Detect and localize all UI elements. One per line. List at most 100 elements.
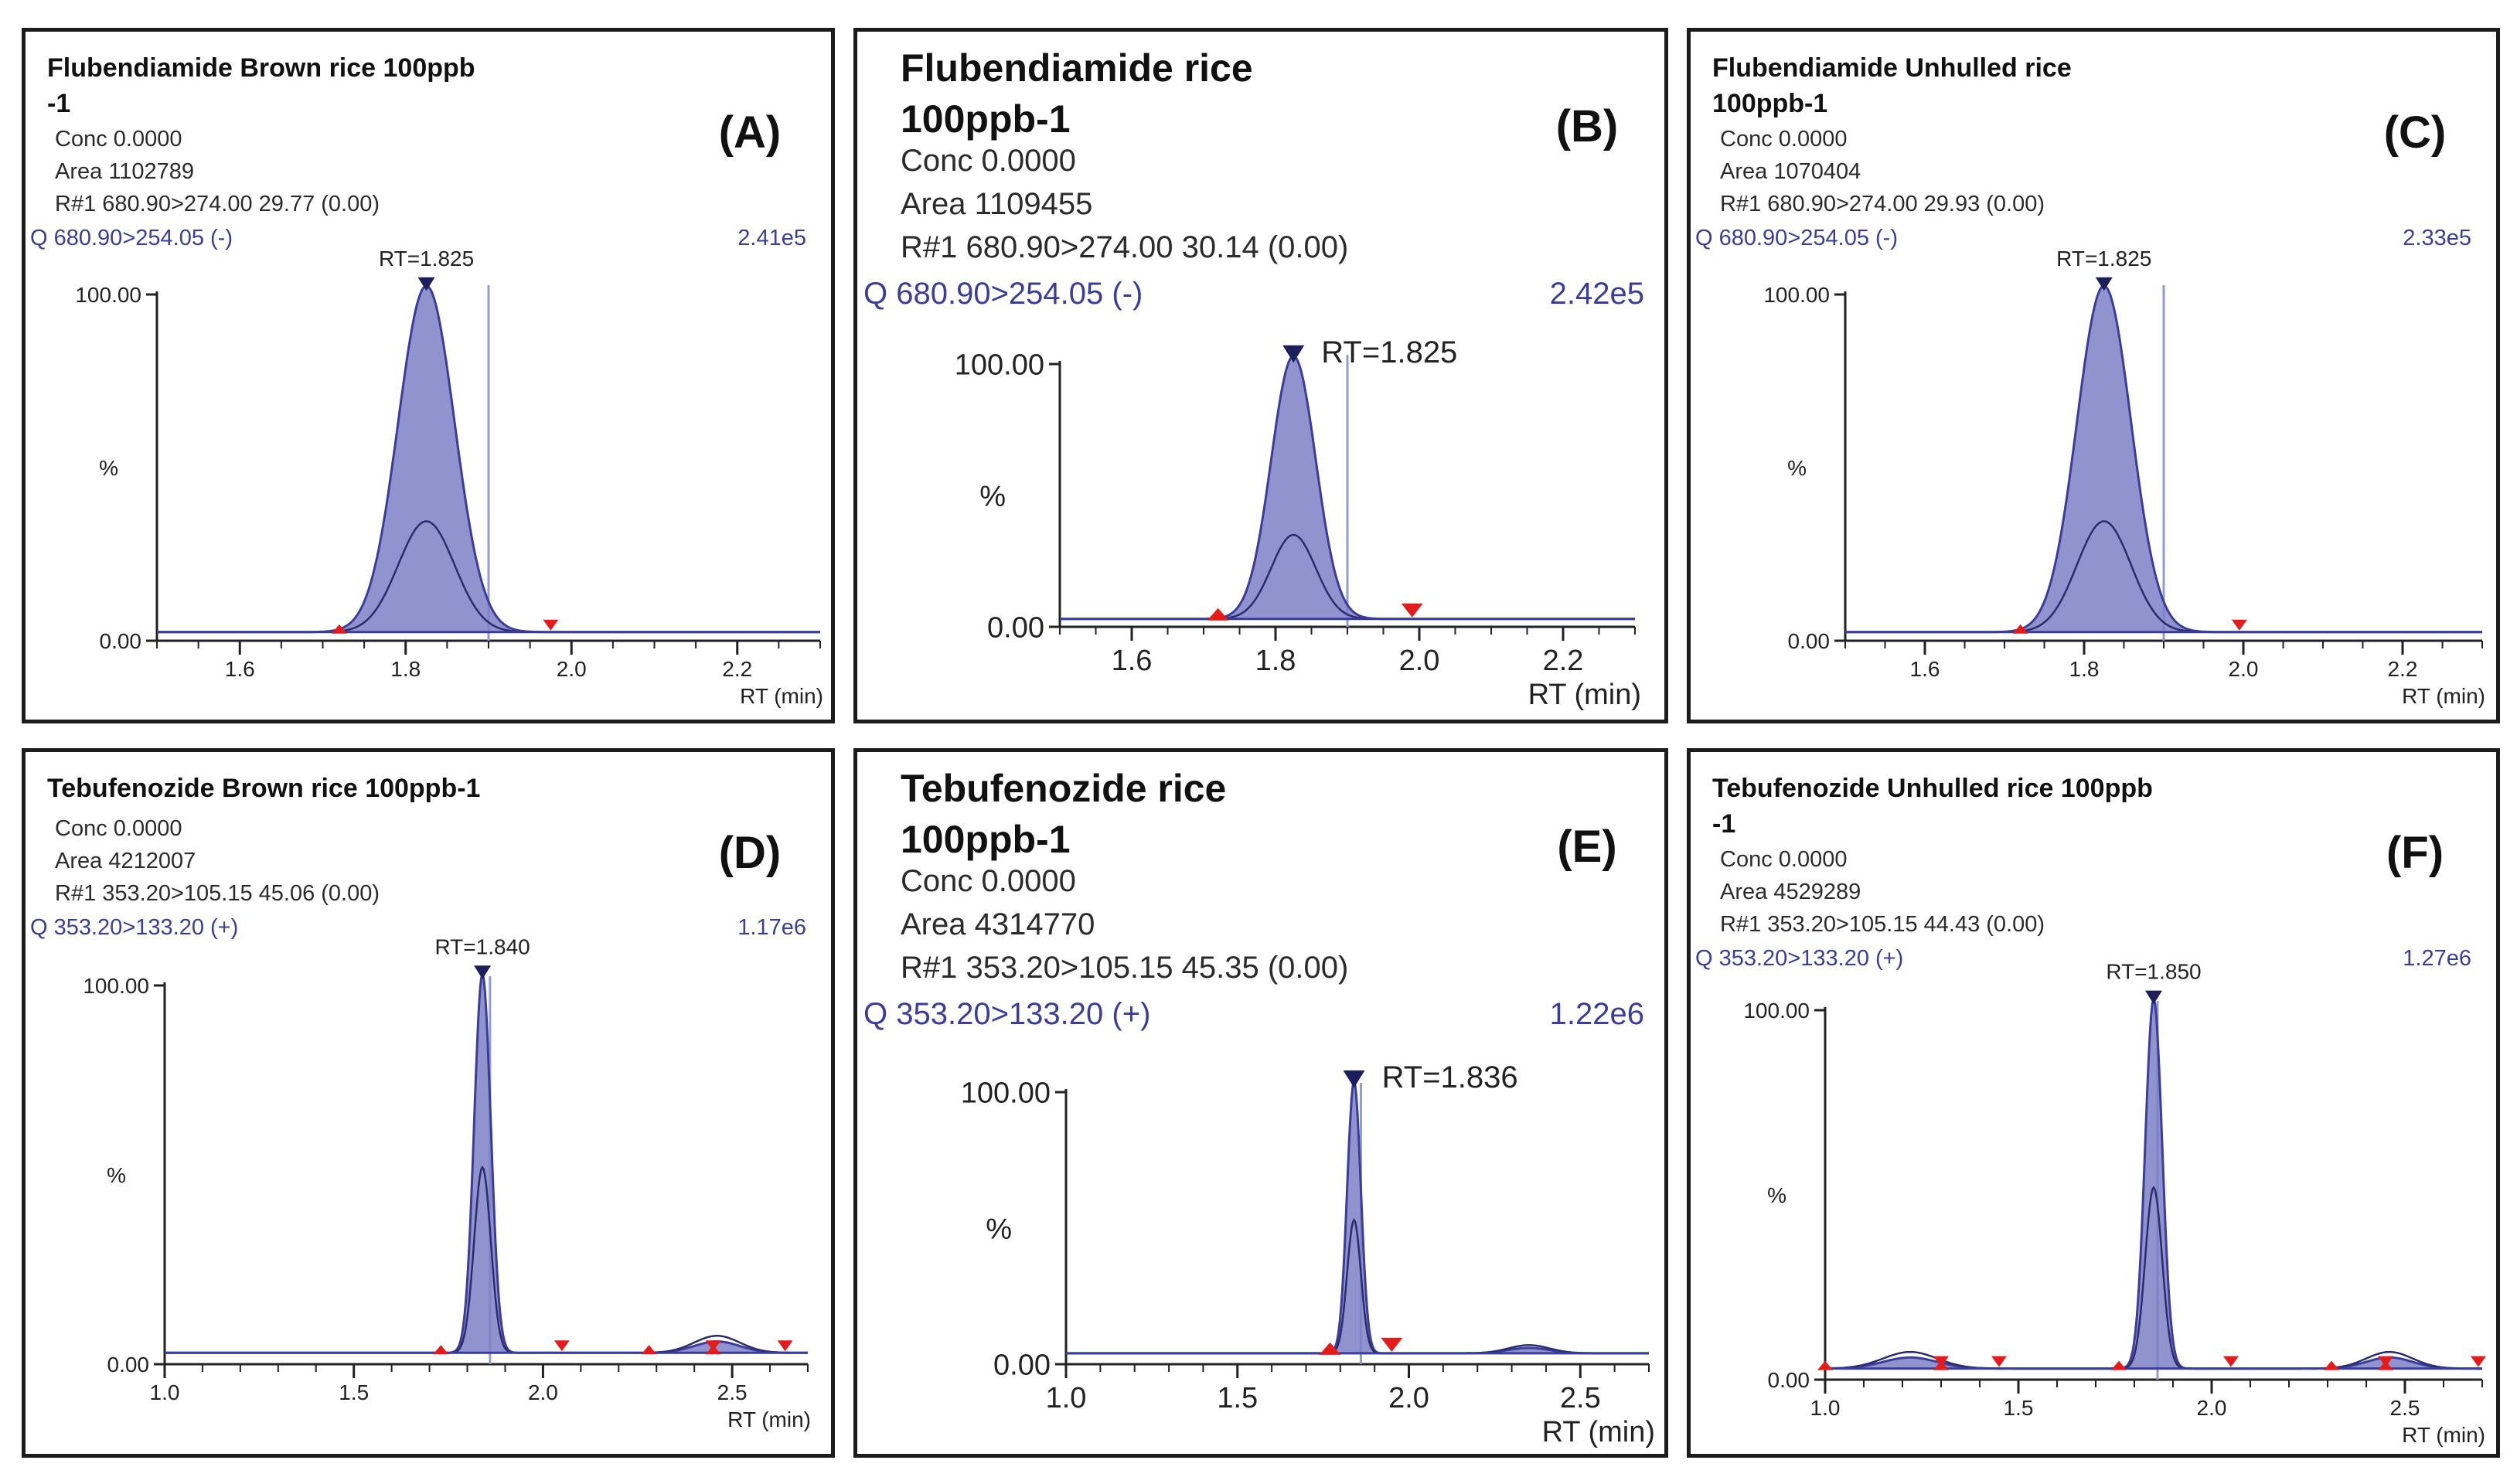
x-tick-label: 1.6 xyxy=(1910,657,1940,681)
integration-marker xyxy=(705,1340,721,1352)
conc-value: Conc 0.0000 xyxy=(901,144,1076,178)
panel-title-line: Flubendiamide rice xyxy=(901,46,1253,90)
panel-label: (D) xyxy=(719,828,782,878)
chart-svg: Flubendiamide Unhulled rice 100ppb-1 (C) Co… xyxy=(1695,53,2485,708)
reference-ion: R#1 680.90>274.00 29.93 (0.00) xyxy=(1720,192,2045,216)
integration-marker xyxy=(543,619,559,631)
integration-marker xyxy=(2012,624,2028,634)
area-value: Area 4314770 xyxy=(901,907,1095,941)
panel-title-line: Flubendiamide Unhulled rice xyxy=(1712,53,2072,83)
panel-title-line: Tebufenozide Brown rice 100ppb-1 xyxy=(47,774,480,803)
chart-svg: Tebufenozide rice 100ppb-1 (E) Conc 0.0000 A… xyxy=(863,767,1655,1448)
x-tick-label: 1.8 xyxy=(2069,657,2100,681)
integration-marker xyxy=(1933,1356,1949,1367)
intensity-value: 2.41e5 xyxy=(737,226,806,250)
quant-ion: Q 680.90>254.05 (-) xyxy=(1695,226,1898,250)
y-tick-label: 0.00 xyxy=(1788,629,1831,653)
integration-marker xyxy=(2324,1360,2339,1370)
x-axis-label: RT (min) xyxy=(1542,1416,1655,1448)
panel-label: (A) xyxy=(719,107,782,158)
x-tick-label: 2.0 xyxy=(2229,657,2259,681)
panel-title-line: 100ppb-1 xyxy=(1712,89,1827,118)
panel-title-line: Tebufenozide Unhulled rice 100ppb xyxy=(1712,774,2153,803)
intensity-value: 1.27e6 xyxy=(2403,946,2471,971)
y-tick-label: 100.00 xyxy=(75,283,141,307)
retention-time-label: RT=1.836 xyxy=(1382,1060,1518,1094)
x-tick-label: 2.5 xyxy=(2390,1396,2420,1420)
x-tick-label: 1.0 xyxy=(150,1380,180,1404)
panel-title-line: 100ppb-1 xyxy=(901,818,1071,861)
x-tick-label: 1.6 xyxy=(225,657,255,681)
conc-value: Conc 0.0000 xyxy=(901,864,1076,898)
area-value: Area 4529289 xyxy=(1720,880,1861,904)
area-value: Area 4212007 xyxy=(55,849,196,873)
x-axis-label: RT (min) xyxy=(2402,684,2485,708)
quant-ion: Q 353.20>133.20 (+) xyxy=(863,997,1150,1031)
x-tick-label: 1.5 xyxy=(2004,1396,2034,1420)
conc-value: Conc 0.0000 xyxy=(1720,847,1847,872)
x-axis-label: RT (min) xyxy=(2402,1423,2485,1447)
x-tick-label: 1.5 xyxy=(339,1380,369,1404)
y-tick-label: 100.00 xyxy=(83,974,149,998)
integration-marker xyxy=(553,1340,570,1352)
intensity-value: 2.33e5 xyxy=(2403,226,2471,250)
peak-fill xyxy=(1066,1081,1649,1353)
intensity-value: 1.17e6 xyxy=(737,915,806,940)
panel-label: (F) xyxy=(2386,828,2444,878)
chart-svg: Tebufenozide Unhulled rice 100ppb -1 (F) Co… xyxy=(1695,774,2486,1447)
integration-marker xyxy=(641,1345,657,1355)
x-tick-label: 2.5 xyxy=(717,1380,748,1404)
x-tick-label: 2.2 xyxy=(2388,657,2418,681)
retention-time-label: RT=1.825 xyxy=(1321,335,1457,369)
y-tick-label: 100.00 xyxy=(1743,999,1810,1023)
retention-time-label: RT=1.850 xyxy=(2106,960,2201,984)
chromatogram-panel-b: Flubendiamide rice 100ppb-1 (B) Conc 0.0000… xyxy=(853,28,1668,723)
chromatogram-panel-f: Tebufenozide Unhulled rice 100ppb -1 (F) Co… xyxy=(1687,748,2500,1458)
quant-ion: Q 353.20>133.20 (+) xyxy=(30,915,238,940)
x-tick-label: 1.0 xyxy=(1046,1382,1087,1414)
x-tick-label: 2.0 xyxy=(2197,1396,2227,1420)
x-tick-label: 1.6 xyxy=(1112,645,1153,677)
x-tick-label: 1.0 xyxy=(1810,1396,1841,1420)
retention-time-label: RT=1.840 xyxy=(434,934,530,958)
y-tick-label: 0.00 xyxy=(987,612,1044,645)
area-value: Area 1102789 xyxy=(55,159,194,184)
reference-ion: R#1 353.20>105.15 45.35 (0.00) xyxy=(901,951,1348,985)
integration-marker xyxy=(2223,1356,2239,1367)
quant-ion: Q 353.20>133.20 (+) xyxy=(1695,946,1903,971)
apex-marker xyxy=(2095,277,2113,291)
conc-value: Conc 0.0000 xyxy=(1720,127,1847,151)
integration-marker xyxy=(777,1340,793,1352)
integration-marker xyxy=(1817,1360,1833,1370)
retention-time-label: RT=1.825 xyxy=(2056,247,2151,271)
x-axis-label: RT (min) xyxy=(1528,679,1641,711)
panel-label: (B) xyxy=(1556,101,1619,151)
chart-svg: Flubendiamide Brown rice 100ppb -1 (A) Conc… xyxy=(30,53,823,708)
chromatogram-panel-d: Tebufenozide Brown rice 100ppb-1 (D) Conc … xyxy=(22,748,835,1458)
chromatogram-panel-a: Flubendiamide Brown rice 100ppb -1 (A) Conc… xyxy=(22,28,835,723)
intensity-value: 1.22e6 xyxy=(1550,997,1644,1031)
integration-marker xyxy=(331,624,347,634)
area-value: Area 1109455 xyxy=(901,187,1092,221)
panel-label: (E) xyxy=(1557,822,1616,872)
peak-fill xyxy=(165,974,808,1353)
x-tick-label: 2.2 xyxy=(722,657,752,681)
integration-marker xyxy=(2231,619,2247,631)
conc-value: Conc 0.0000 xyxy=(55,816,182,841)
integration-marker xyxy=(1319,1342,1341,1355)
panel-title-line: Flubendiamide Brown rice 100ppb xyxy=(47,53,475,83)
reference-ion: R#1 353.20>105.15 44.43 (0.00) xyxy=(1720,912,2045,937)
x-tick-label: 1.8 xyxy=(1255,645,1296,677)
y-axis-label: % xyxy=(979,481,1006,513)
apex-marker xyxy=(1282,345,1305,363)
y-tick-label: 100.00 xyxy=(955,349,1044,382)
chart-svg: Tebufenozide Brown rice 100ppb-1 (D) Conc … xyxy=(30,774,811,1431)
integration-marker xyxy=(2471,1356,2486,1367)
peak-fill xyxy=(1825,999,2482,1369)
y-axis-label: % xyxy=(99,456,118,480)
x-tick-label: 2.0 xyxy=(1399,645,1440,677)
chart-svg: Flubendiamide rice 100ppb-1 (B) Conc 0.0000… xyxy=(863,46,1644,711)
y-tick-label: 0.00 xyxy=(993,1350,1051,1382)
reference-ion: R#1 353.20>105.15 45.06 (0.00) xyxy=(55,881,380,906)
quant-ion: Q 680.90>254.05 (-) xyxy=(30,226,233,250)
